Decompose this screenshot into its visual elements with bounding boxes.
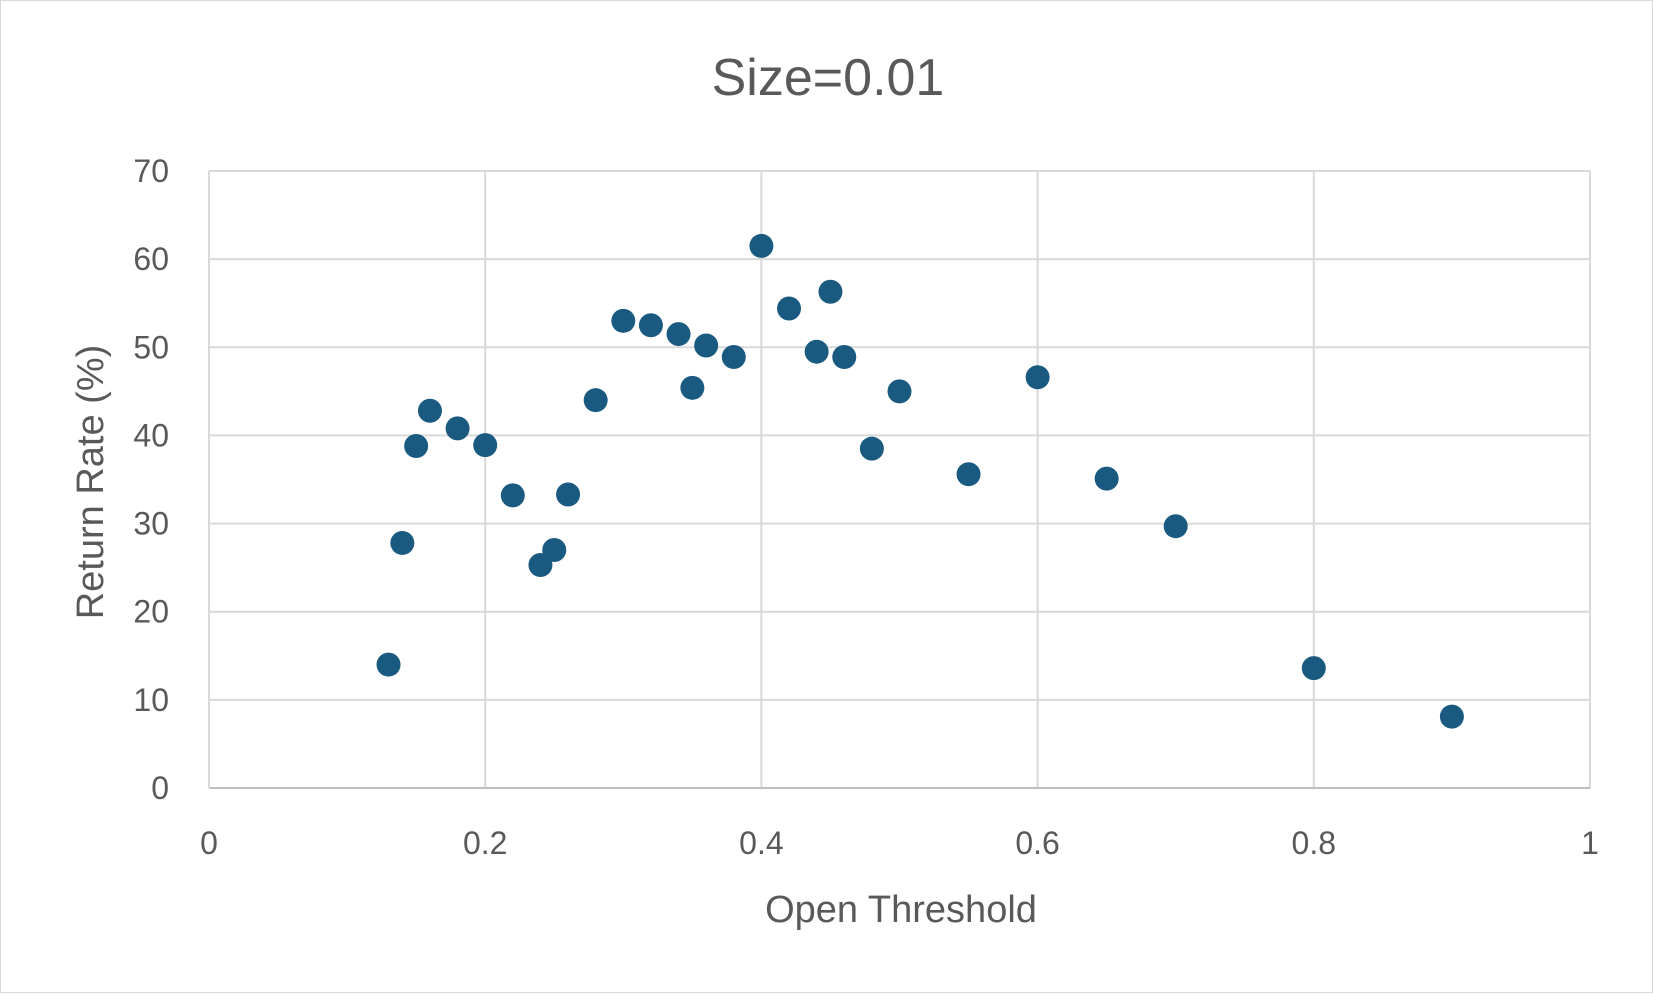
x-tick-label: 0.4 [739, 825, 783, 861]
data-point [583, 388, 608, 413]
data-point [777, 296, 802, 321]
data-point [404, 434, 429, 459]
y-tick-label: 40 [133, 417, 169, 453]
x-tick-label: 0 [200, 825, 218, 861]
y-tick-label: 10 [133, 682, 169, 718]
data-point [1301, 656, 1326, 681]
data-point [611, 308, 636, 333]
data-point [638, 313, 663, 338]
data-point [376, 652, 401, 677]
data-point [859, 436, 884, 461]
data-point [1439, 704, 1464, 729]
data-point [956, 462, 981, 487]
data-point [749, 233, 774, 258]
data-point [390, 530, 415, 555]
data-point [473, 433, 498, 458]
data-point [445, 416, 470, 441]
data-point [887, 379, 912, 404]
y-tick-label: 0 [151, 770, 169, 806]
x-tick-label: 0.8 [1292, 825, 1336, 861]
data-point [1094, 466, 1119, 491]
data-point [804, 339, 829, 364]
data-point [417, 398, 442, 423]
tick-labels: 0 10 20 30 40 50 60 70 0 0.2 0.4 0.6 0.8 1 [133, 153, 1598, 861]
data-points [376, 233, 1464, 729]
data-point [500, 483, 525, 508]
data-point [721, 344, 746, 369]
data-point [1025, 365, 1050, 390]
y-tick-label: 50 [133, 329, 169, 365]
data-point [542, 538, 567, 563]
y-tick-label: 30 [133, 506, 169, 542]
data-point [832, 344, 857, 369]
x-tick-label: 0.2 [463, 825, 507, 861]
data-point [1163, 514, 1188, 539]
y-axis-title: Return Rate (%) [70, 345, 112, 620]
x-tick-label: 0.6 [1015, 825, 1059, 861]
data-point [680, 375, 705, 400]
data-point [694, 333, 719, 358]
x-tick-label: 1 [1581, 825, 1599, 861]
axis-layer [208, 171, 1590, 789]
data-point [666, 322, 691, 347]
y-tick-label: 20 [133, 594, 169, 630]
y-tick-label: 60 [133, 241, 169, 277]
chart-title: Size=0.01 [712, 49, 945, 107]
y-tick-label: 70 [133, 153, 169, 189]
x-axis-title: Open Threshold [765, 889, 1037, 931]
data-point [556, 482, 581, 507]
data-point [818, 279, 843, 304]
grid-layer [209, 170, 1591, 788]
